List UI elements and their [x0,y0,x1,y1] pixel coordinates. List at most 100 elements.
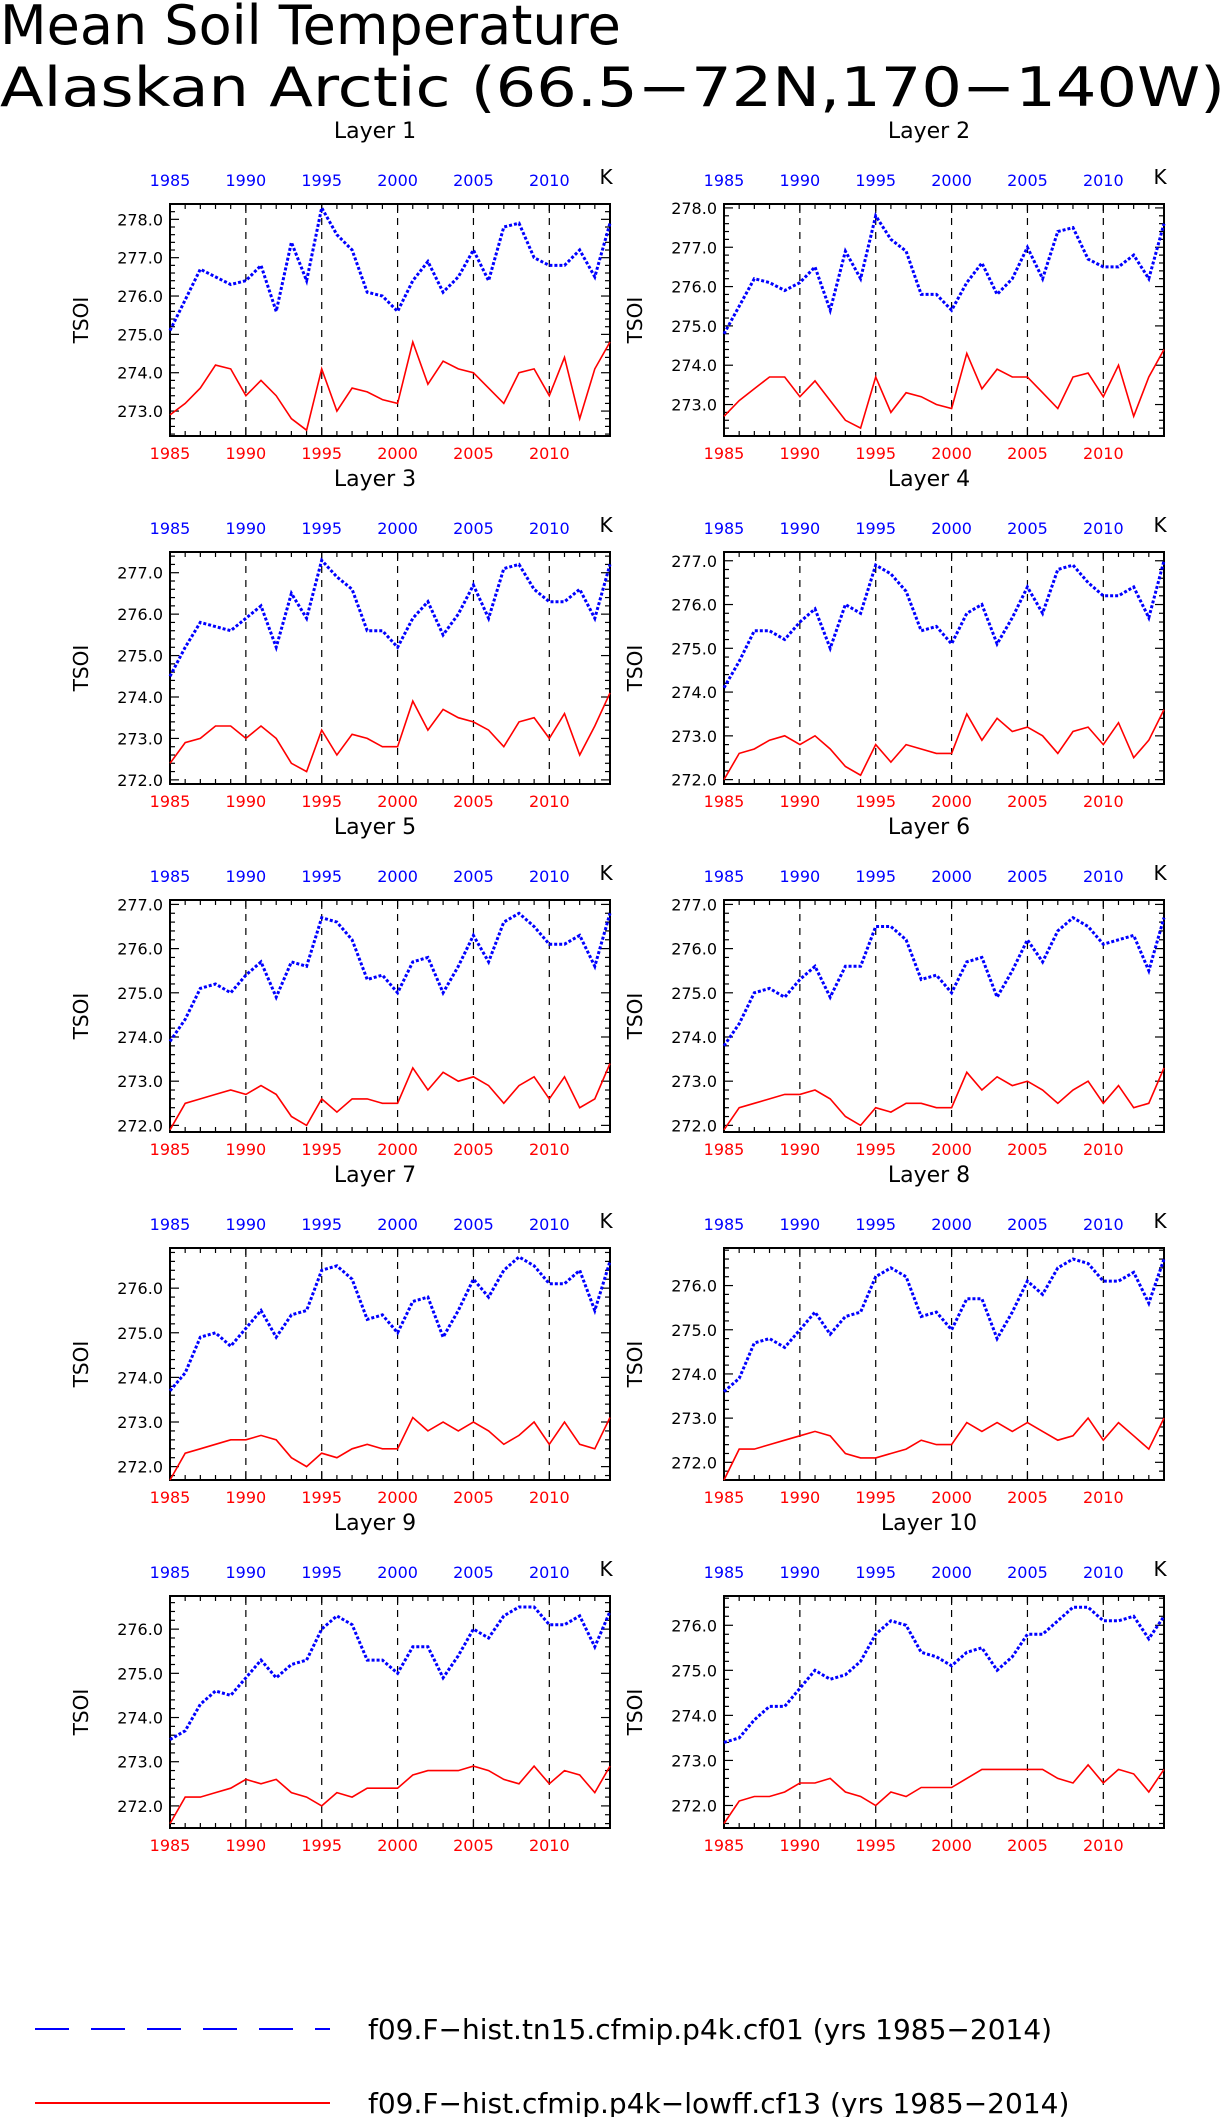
x-tick-label-top: 1990 [226,519,267,538]
series-line-red [169,1764,611,1824]
y-tick-label: 274.0 [117,1368,163,1387]
x-tick-label-bottom: 2005 [1007,792,1048,811]
x-tick-label-bottom: 2005 [1007,1140,1048,1159]
y-tick-label: 275.0 [117,1324,163,1343]
x-tick-label-top: 2010 [1083,171,1124,190]
x-tick-label-bottom: 1995 [855,1488,896,1507]
series-line-blue [168,1255,612,1392]
y-tick-label: 278.0 [117,210,163,229]
x-tick-label-bottom: 2000 [931,1836,972,1855]
x-tick-label-bottom: 2005 [453,1836,494,1855]
x-tick-label-top: 2000 [377,171,418,190]
panel-title: Layer 3 [334,467,416,492]
y-tick-label: 276.0 [671,1277,717,1296]
x-tick-label-top: 1995 [855,1563,896,1582]
x-tick-label-top: 1995 [301,1563,342,1582]
x-tick-label-bottom: 1985 [704,1836,745,1855]
x-tick-label-top: 1985 [704,867,745,886]
y-tick-label: 275.0 [117,325,163,344]
x-tick-label-top: 2005 [1007,1563,1048,1582]
panel-title: Layer 5 [334,815,416,840]
y-tick-label: 274.0 [117,1028,163,1047]
x-tick-label-top: 2005 [453,171,494,190]
x-tick-label-top: 1990 [226,1215,267,1234]
panel-title: Layer 4 [888,467,970,492]
x-tick-label-top: 1995 [301,519,342,538]
unit-label: K [599,513,613,537]
unit-label: K [599,1209,613,1233]
y-tick-label: 276.0 [671,596,717,615]
series-line-red [723,349,1165,430]
legend: f09.F−hist.tn15.cfmip.p4k.cf01 (yrs 1985… [35,2013,1069,2117]
x-tick-label-bottom: 1985 [150,444,191,463]
unit-label: K [599,165,613,189]
series-line-blue [722,560,1166,689]
x-tick-label-bottom: 2005 [1007,1836,1048,1855]
y-tick-label: 274.0 [671,1365,717,1384]
series-line-red [169,1416,611,1481]
x-tick-label-top: 2005 [1007,519,1048,538]
x-tick-label-top: 1985 [150,1563,191,1582]
unit-label: K [1153,165,1167,189]
x-tick-label-bottom: 2000 [377,1836,418,1855]
x-tick-label-bottom: 2010 [529,1140,570,1159]
chart-layer-6: Layer 6 K TSOI 1985 1985 1990 1990 1995 1995 2000… [623,815,1167,1159]
plot-frame [723,899,1165,1133]
y-tick-label: 273.0 [671,1751,717,1770]
y-tick-label: 274.0 [671,356,717,375]
x-tick-label-bottom: 1990 [780,1488,821,1507]
panel-title: Layer 2 [888,119,970,144]
chart-layer-8: Layer 8 K TSOI 1985 1985 1990 1990 1995 1995 2000… [623,1163,1167,1507]
series-line-blue [169,1605,612,1741]
legend-entry-red: f09.F−hist.cfmip.p4k−lowff.cf13 (yrs 198… [368,2087,1069,2117]
x-tick-label-top: 1995 [855,1215,896,1234]
x-tick-label-top: 1995 [301,1215,342,1234]
x-tick-label-top: 1995 [855,519,896,538]
x-tick-label-bottom: 2000 [377,444,418,463]
x-tick-label-top: 2005 [1007,1215,1048,1234]
x-tick-label-bottom: 2010 [1083,1488,1124,1507]
y-tick-label: 277.0 [671,238,717,257]
x-tick-label-bottom: 2010 [1083,444,1124,463]
x-tick-label-top: 1985 [704,171,745,190]
x-tick-label-bottom: 2010 [529,792,570,811]
plot-frame [723,551,1165,785]
chart-layer-2: Layer 2 K TSOI 1985 1985 1990 1990 1995 1995 2000… [623,119,1167,463]
y-axis-label: TSOI [623,993,647,1041]
x-tick-label-top: 1995 [855,867,896,886]
y-tick-label: 275.0 [671,984,717,1003]
y-tick-label: 273.0 [117,1413,163,1432]
x-tick-label-bottom: 2000 [931,792,972,811]
x-tick-label-top: 1990 [226,171,267,190]
x-tick-label-top: 2000 [931,867,972,886]
y-tick-label: 276.0 [671,940,717,959]
y-tick-label: 275.0 [117,984,163,1003]
y-tick-label: 274.0 [117,364,163,383]
x-tick-label-bottom: 1990 [226,1836,267,1855]
y-tick-label: 273.0 [671,727,717,746]
x-tick-label-bottom: 1985 [150,792,191,811]
x-tick-label-top: 2000 [377,1215,418,1234]
x-tick-label-bottom: 2005 [453,792,494,811]
y-tick-label: 278.0 [671,199,717,218]
x-tick-label-bottom: 1995 [301,444,342,463]
y-tick-label: 273.0 [117,729,163,748]
panel-title: Layer 6 [888,815,970,840]
x-tick-label-top: 2010 [529,867,570,886]
y-tick-label: 273.0 [117,1753,163,1772]
plot-frame [169,1247,611,1481]
series-line-red [169,1063,611,1131]
x-tick-label-top: 1985 [150,519,191,538]
x-tick-label-bottom: 1990 [780,1140,821,1159]
x-tick-label-bottom: 1985 [704,1140,745,1159]
series-line-red [169,692,611,773]
x-tick-label-bottom: 2010 [529,1488,570,1507]
chart-layer-4: Layer 4 K TSOI 1985 1985 1990 1990 1995 1995 2000… [623,467,1167,811]
x-tick-label-top: 1985 [150,867,191,886]
x-tick-label-top: 2005 [453,519,494,538]
x-tick-label-top: 2010 [529,171,570,190]
panel-title: Layer 8 [888,1163,970,1188]
y-tick-label: 273.0 [117,402,163,421]
unit-label: K [1153,861,1167,885]
unit-label: K [1153,1209,1167,1233]
